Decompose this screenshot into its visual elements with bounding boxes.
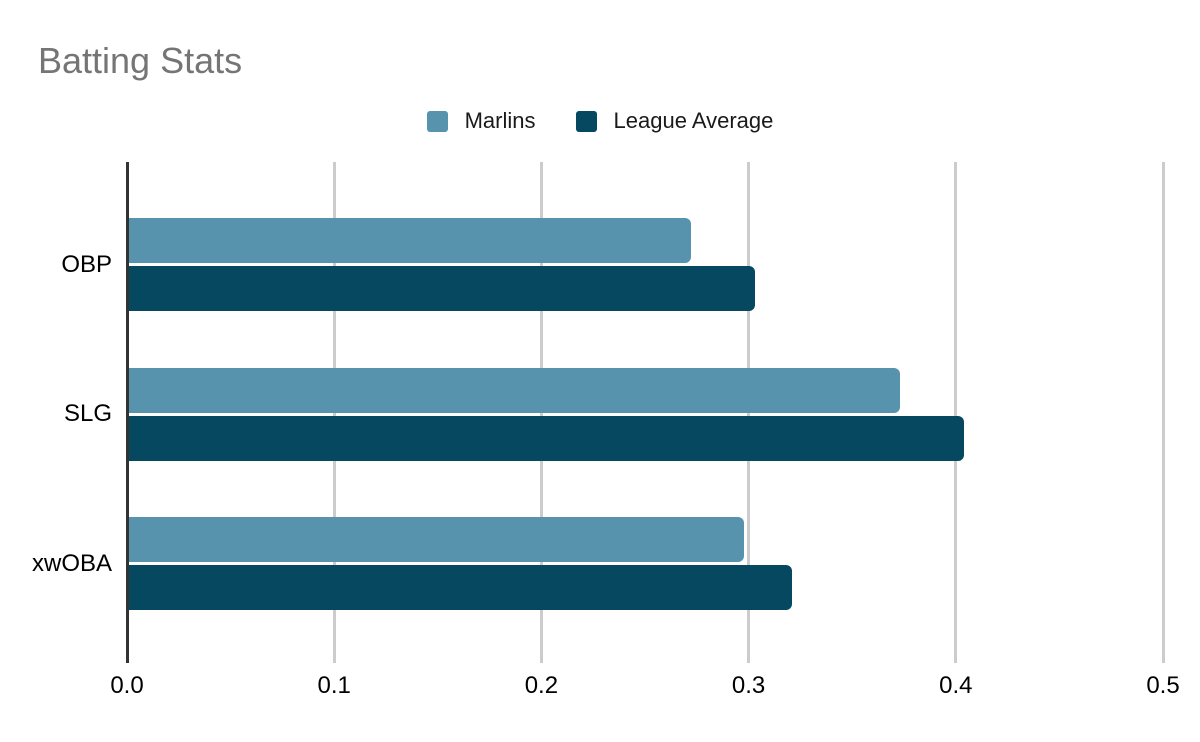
bar-marlins-xwoba: [129, 517, 745, 562]
gridline: [539, 162, 543, 663]
y-axis-label-slg: SLG: [63, 400, 112, 427]
x-axis-label: 0.3: [731, 672, 766, 699]
bar-league-average-xwoba: [129, 565, 793, 610]
x-axis-label: 0.5: [1146, 672, 1180, 699]
x-axis-label: 0.4: [939, 672, 973, 699]
league-average-swatch-icon: [575, 110, 597, 132]
y-axis-label-xwoba: xwOBA: [31, 549, 112, 577]
gridline: [1161, 162, 1165, 663]
gridline: [332, 162, 336, 663]
bar-league-average-slg: [129, 415, 965, 461]
bar-league-average-obp: [129, 266, 755, 311]
bar-marlins-obp: [129, 218, 691, 263]
legend-item-league-average: League Average: [575, 108, 774, 134]
chart-title: Batting Stats: [38, 40, 243, 81]
x-axis-label: 0.0: [110, 672, 144, 699]
marlins-swatch-icon: [426, 110, 448, 132]
plot-area: [125, 162, 1165, 663]
bar-marlins-slg: [129, 367, 900, 413]
y-axis-line: [125, 162, 129, 663]
y-axis-label-obp: OBP: [61, 250, 112, 278]
legend-label-league-average: League Average: [613, 108, 774, 133]
x-axis-label: 0.1: [317, 672, 351, 699]
legend-label-marlins: Marlins: [464, 108, 536, 133]
legend-item-marlins: Marlins: [426, 108, 536, 134]
gridline: [954, 162, 958, 663]
gridline: [747, 162, 751, 663]
chart-legend: Marlins League Average: [0, 106, 1200, 136]
x-axis-label: 0.2: [524, 672, 559, 699]
